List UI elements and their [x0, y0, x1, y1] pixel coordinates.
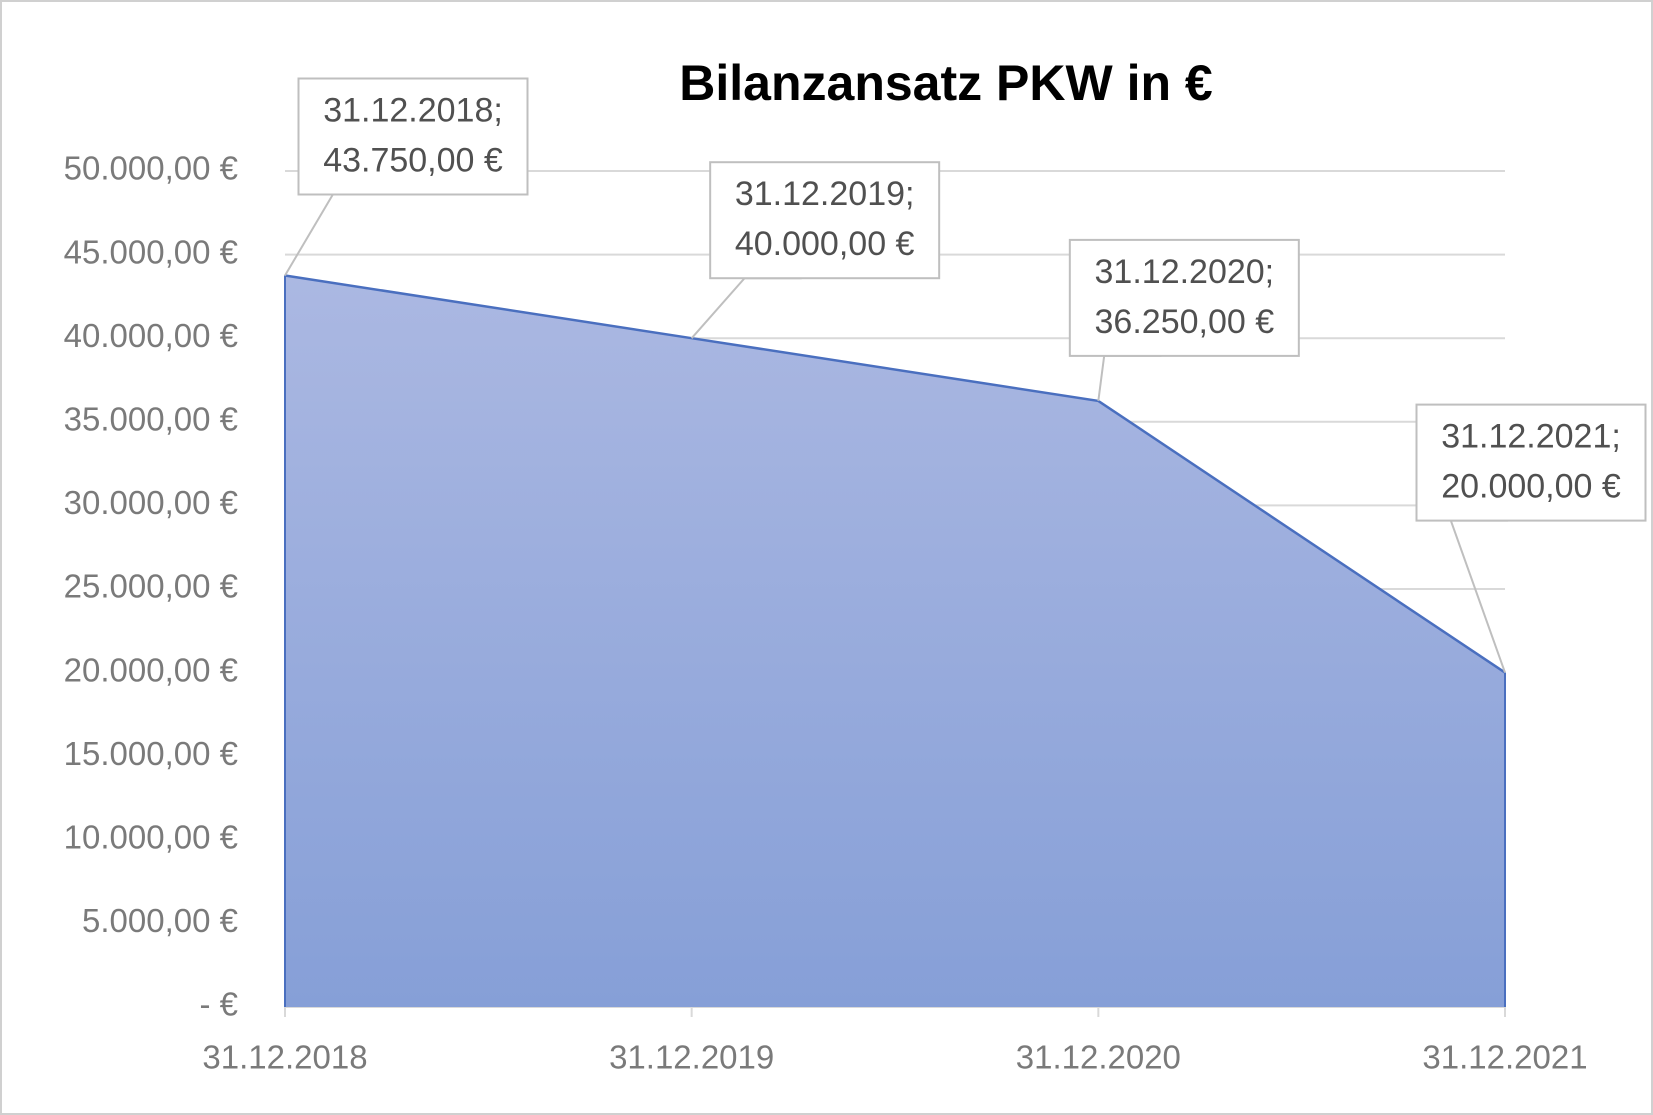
label-box	[709, 161, 941, 280]
y-tick-label: 35.000,00 €	[64, 401, 238, 438]
y-tick-label: - €	[199, 986, 238, 1023]
y-tick-label: 50.000,00 €	[64, 150, 238, 187]
label-box	[1068, 238, 1300, 357]
area-line	[284, 274, 1506, 674]
data-label-line: 40.000,00 €	[735, 225, 915, 263]
y-tick-label: 15.000,00 €	[64, 735, 238, 772]
label-box	[1415, 403, 1647, 522]
data-label-line: 31.12.2018;	[323, 91, 503, 129]
data-label-line: 31.12.2021;	[1441, 418, 1621, 456]
data-label: 31.12.2018; 43.750,00 €	[323, 91, 503, 179]
data-label-line: 31.12.2020;	[1095, 253, 1275, 291]
y-tick-label: 40.000,00 €	[64, 317, 238, 354]
data-label: 31.12.2019; 40.000,00 €	[735, 175, 915, 263]
chart-title: Bilanzansatz PKW in €	[679, 55, 1212, 111]
y-tick-label: 30.000,00 €	[64, 484, 238, 521]
y-tick-label: 5.000,00 €	[82, 902, 238, 939]
x-tick-label: 31.12.2021	[1422, 1039, 1587, 1076]
data-label-line: 43.750,00 €	[323, 141, 503, 179]
data-label-line: 20.000,00 €	[1441, 468, 1621, 506]
data-label-line: 31.12.2019;	[735, 175, 915, 213]
y-tick-label: 45.000,00 €	[64, 233, 238, 270]
x-tick-label: 31.12.2019	[609, 1039, 774, 1076]
y-tick-label: 25.000,00 €	[64, 568, 238, 605]
x-tick-label: 31.12.2018	[202, 1039, 367, 1076]
area	[285, 275, 1505, 1007]
y-tick-label: 20.000,00 €	[64, 651, 238, 688]
data-label: 31.12.2021; 20.000,00 €	[1441, 418, 1621, 506]
data-label-line: 36.250,00 €	[1095, 303, 1275, 341]
x-tick-label: 31.12.2020	[1016, 1039, 1181, 1076]
y-tick-label: 10.000,00 €	[64, 819, 238, 856]
label-box	[297, 77, 529, 196]
data-label: 31.12.2020; 36.250,00 €	[1095, 253, 1275, 341]
